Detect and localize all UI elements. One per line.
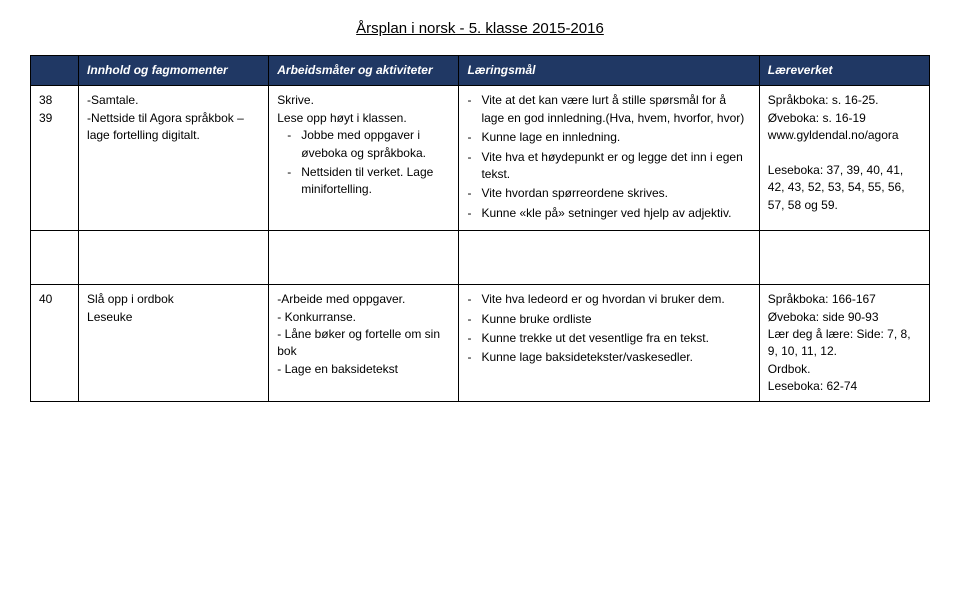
cell-weeks: 38 39 xyxy=(31,86,79,231)
cell-verk: Språkboka: 166-167 Øveboka: side 90-93 L… xyxy=(759,285,929,402)
list-item: Jobbe med oppgaver i øveboka og språkbok… xyxy=(287,127,450,162)
cell-arbeid: Skrive. Lese opp høyt i klassen. Jobbe m… xyxy=(269,86,459,231)
cell-weeks: 40 xyxy=(31,285,79,402)
table-row: 40 Slå opp i ordbok Leseuke -Arbeide med… xyxy=(31,285,930,402)
cell-innhold: Slå opp i ordbok Leseuke xyxy=(79,285,269,402)
spacer-row xyxy=(31,231,930,285)
header-verk: Læreverket xyxy=(759,56,929,86)
header-weeks xyxy=(31,56,79,86)
cell-verk: Språkboka: s. 16-25. Øveboka: s. 16-19 w… xyxy=(759,86,929,231)
cell-laering: Vite at det kan være lurt å stille spørs… xyxy=(459,86,759,231)
list-item: Nettsiden til verket. Lage minifortellin… xyxy=(287,164,450,199)
plan-table: Innhold og fagmomenter Arbeidsmåter og a… xyxy=(30,55,930,402)
header-laering: Læringsmål xyxy=(459,56,759,86)
list-item: Kunne «kle på» setninger ved hjelp av ad… xyxy=(467,205,750,222)
header-innhold: Innhold og fagmomenter xyxy=(79,56,269,86)
cell-innhold: -Samtale. -Nettside til Agora språkbok –… xyxy=(79,86,269,231)
list-item: Kunne lage baksidetekster/vaskesedler. xyxy=(467,349,750,366)
list-item: Kunne lage en innledning. xyxy=(467,129,750,146)
cell-laering: Vite hva ledeord er og hvordan vi bruker… xyxy=(459,285,759,402)
cell-arbeid: -Arbeide med oppgaver. - Konkurranse. - … xyxy=(269,285,459,402)
header-row: Innhold og fagmomenter Arbeidsmåter og a… xyxy=(31,56,930,86)
list-item: Vite hvordan spørreordene skrives. xyxy=(467,185,750,202)
header-arbeid: Arbeidsmåter og aktiviteter xyxy=(269,56,459,86)
list-item: Vite hva et høydepunkt er og legge det i… xyxy=(467,149,750,184)
arbeid-intro: Skrive. Lese opp høyt i klassen. xyxy=(277,92,450,127)
list-item: Kunne bruke ordliste xyxy=(467,311,750,328)
list-item: Vite at det kan være lurt å stille spørs… xyxy=(467,92,750,127)
page-title: Årsplan i norsk - 5. klasse 2015-2016 xyxy=(30,20,930,37)
list-item: Vite hva ledeord er og hvordan vi bruker… xyxy=(467,291,750,308)
list-item: Kunne trekke ut det vesentlige fra en te… xyxy=(467,330,750,347)
table-row: 38 39 -Samtale. -Nettside til Agora språ… xyxy=(31,86,930,231)
